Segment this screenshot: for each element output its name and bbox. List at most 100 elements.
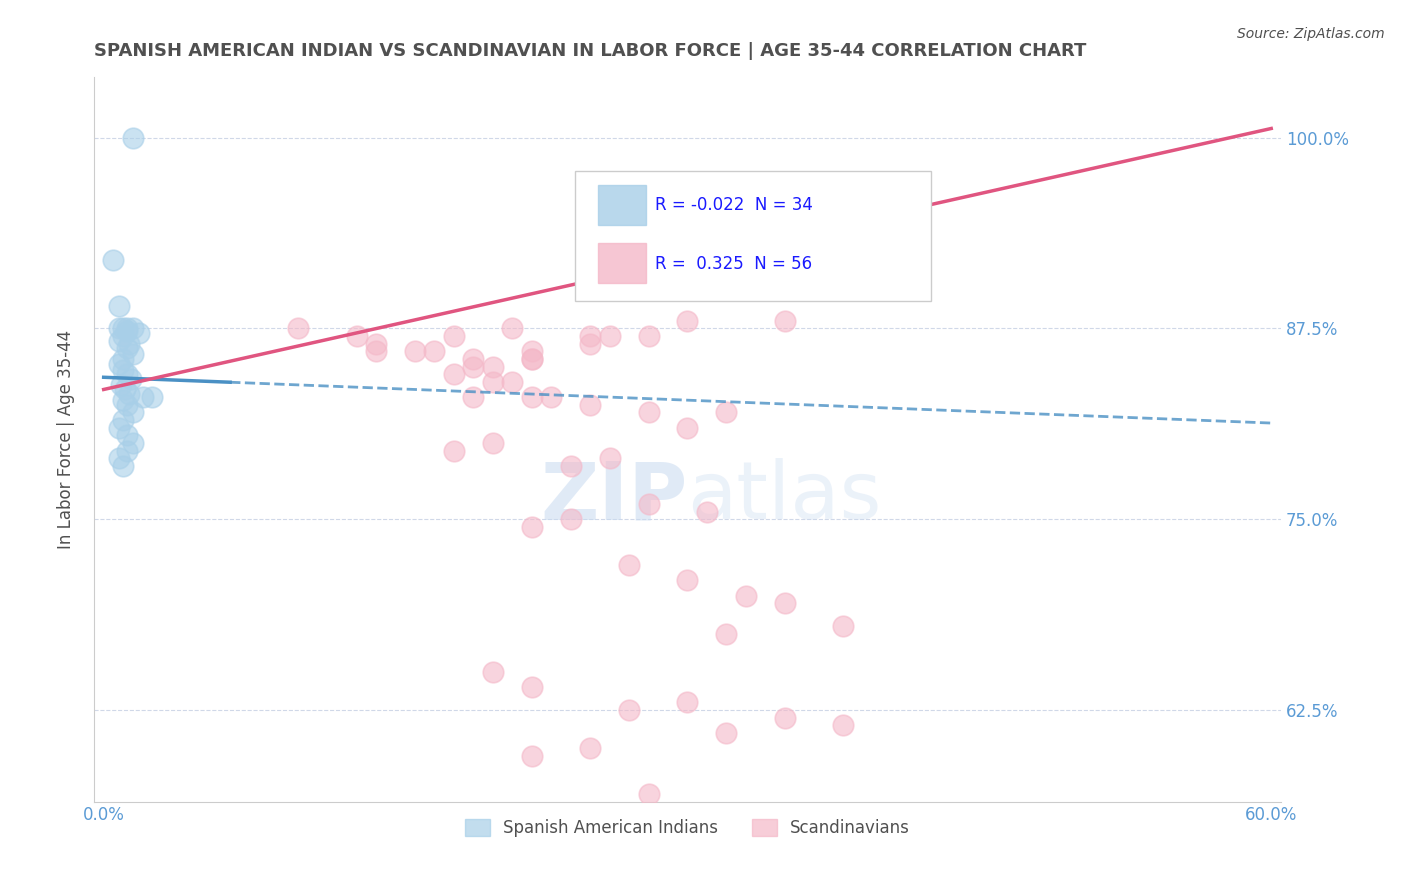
Point — [676, 420, 699, 434]
FancyBboxPatch shape — [575, 171, 931, 301]
Point — [560, 458, 582, 473]
Point — [696, 505, 718, 519]
Point — [540, 390, 562, 404]
FancyBboxPatch shape — [599, 244, 645, 284]
Point — [501, 375, 523, 389]
Point — [482, 375, 505, 389]
Point — [115, 325, 138, 339]
Point — [773, 711, 796, 725]
Point — [115, 321, 138, 335]
Point — [599, 329, 621, 343]
Point — [617, 558, 640, 572]
Point — [463, 351, 485, 366]
Point — [463, 390, 485, 404]
Point — [579, 741, 602, 756]
Point — [443, 368, 465, 382]
Point — [112, 458, 135, 473]
Point — [773, 596, 796, 610]
Point — [716, 283, 738, 297]
Text: ZIP: ZIP — [540, 458, 688, 536]
Point — [404, 344, 426, 359]
Point — [115, 341, 138, 355]
Point — [501, 321, 523, 335]
Point — [637, 787, 659, 801]
Text: SPANISH AMERICAN INDIAN VS SCANDINAVIAN IN LABOR FORCE | AGE 35-44 CORRELATION C: SPANISH AMERICAN INDIAN VS SCANDINAVIAN … — [94, 42, 1087, 60]
Point — [482, 436, 505, 450]
Point — [108, 321, 131, 335]
Point — [112, 362, 135, 376]
Point — [118, 336, 141, 351]
Point — [482, 665, 505, 679]
Point — [617, 703, 640, 717]
Point — [346, 329, 368, 343]
Point — [114, 383, 136, 397]
Point — [108, 334, 131, 348]
Point — [121, 436, 143, 450]
Text: atlas: atlas — [688, 458, 882, 536]
Point — [676, 252, 699, 267]
Point — [579, 336, 602, 351]
Point — [637, 329, 659, 343]
Point — [121, 321, 143, 335]
Point — [463, 359, 485, 374]
Point — [520, 748, 543, 763]
Point — [716, 405, 738, 419]
Point — [637, 405, 659, 419]
Point — [115, 368, 138, 382]
Point — [716, 726, 738, 740]
Point — [676, 574, 699, 588]
Text: Source: ZipAtlas.com: Source: ZipAtlas.com — [1237, 27, 1385, 41]
Point — [115, 398, 138, 412]
Point — [112, 393, 135, 408]
Point — [832, 619, 855, 633]
Point — [108, 299, 131, 313]
Point — [676, 314, 699, 328]
Point — [108, 357, 131, 371]
Point — [676, 695, 699, 709]
Point — [520, 680, 543, 694]
Point — [637, 497, 659, 511]
Text: R =  0.325  N = 56: R = 0.325 N = 56 — [655, 254, 813, 273]
Legend: Spanish American Indians, Scandinavians: Spanish American Indians, Scandinavians — [458, 813, 917, 844]
Point — [364, 344, 387, 359]
Point — [141, 390, 163, 404]
Point — [112, 321, 135, 335]
Point — [112, 413, 135, 427]
Point — [121, 130, 143, 145]
Point — [520, 351, 543, 366]
Point — [520, 351, 543, 366]
Point — [423, 344, 446, 359]
Point — [364, 336, 387, 351]
Point — [560, 512, 582, 526]
Point — [121, 405, 143, 419]
Text: R = -0.022  N = 34: R = -0.022 N = 34 — [655, 196, 813, 214]
Point — [131, 390, 153, 404]
Point — [716, 626, 738, 640]
Point — [773, 314, 796, 328]
Point — [128, 326, 150, 340]
Point — [482, 359, 505, 374]
Point — [287, 321, 309, 335]
Point — [108, 451, 131, 466]
Point — [443, 329, 465, 343]
Point — [121, 347, 143, 361]
Point — [734, 589, 756, 603]
Point — [443, 443, 465, 458]
Point — [108, 420, 131, 434]
Point — [520, 344, 543, 359]
Point — [579, 329, 602, 343]
Point — [115, 443, 138, 458]
Point — [520, 390, 543, 404]
Y-axis label: In Labor Force | Age 35-44: In Labor Force | Age 35-44 — [58, 329, 75, 549]
Point — [115, 428, 138, 442]
Point — [112, 329, 135, 343]
Point — [579, 398, 602, 412]
FancyBboxPatch shape — [599, 186, 645, 225]
Point — [120, 372, 142, 386]
Point — [110, 378, 132, 392]
Point — [832, 718, 855, 732]
Point — [520, 520, 543, 534]
Point — [599, 451, 621, 466]
Point — [118, 387, 141, 401]
Point — [103, 252, 125, 267]
